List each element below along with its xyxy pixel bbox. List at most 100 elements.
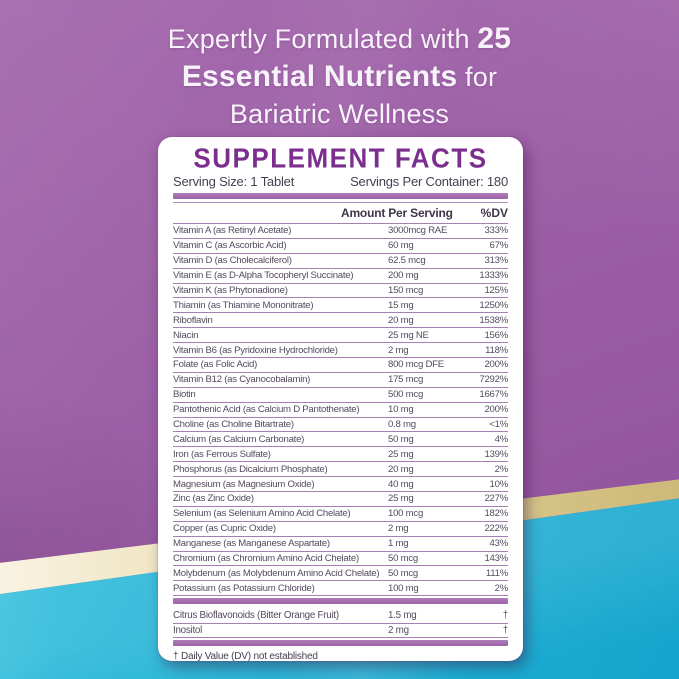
nutrient-name: Zinc (as Zinc Oxide) [173, 493, 254, 505]
nutrient-amount: 2 mg [388, 624, 409, 636]
nutrient-amount: 40 mg [388, 478, 414, 490]
nutrient-dv: 200% [484, 359, 508, 371]
nutrient-amount: 50 mcg [388, 553, 418, 565]
headline-line-3: Bariatric Wellness [229, 99, 450, 129]
table-row: Vitamin D (as Cholecalciferol) 62.5 mcg … [173, 254, 508, 269]
nutrient-dv: 4% [494, 433, 509, 445]
nutrient-name: Biotin [173, 389, 196, 401]
nutrient-dv: 118% [485, 344, 508, 356]
nutrient-name: Inositol [173, 624, 203, 636]
nutrient-amount: 25 mg [388, 493, 414, 505]
headline-line2-regular: for [457, 62, 498, 92]
nutrient-amount: 500 mcg [388, 389, 424, 401]
nutrient-name: Niacin [173, 329, 199, 341]
nutrient-amount: 200 mg [388, 270, 419, 282]
serving-info-row: Serving Size: 1 Tablet Servings Per Cont… [173, 174, 508, 189]
nutrient-name: Vitamin A (as Retinyl Acetate) [173, 225, 292, 237]
table-row: Chromium (as Chromium Amino Acid Chelate… [173, 552, 508, 567]
table-row: Pantothenic Acid (as Calcium D Pantothen… [173, 403, 508, 418]
table-row: Vitamin A (as Retinyl Acetate) 3000mcg R… [173, 224, 508, 239]
nutrient-dv: 125% [484, 285, 508, 296]
table-row: Zinc (as Zinc Oxide) 25 mg 227% [173, 492, 508, 507]
nutrient-amount: 100 mg [388, 582, 419, 594]
nutrient-dv: 7292% [479, 374, 508, 386]
table-row: Copper (as Cupric Oxide) 2 mg 222% [173, 522, 508, 537]
headline-line2-bold: Essential Nutrients [181, 60, 458, 93]
nutrient-dv: 1333% [479, 270, 508, 282]
table-row: Inositol 2 mg † [173, 624, 508, 638]
nutrient-amount: 2 mg [388, 523, 409, 535]
daily-value-footnote: † Daily Value (DV) not established [173, 650, 318, 662]
nutrient-dv: 1250% [479, 299, 508, 311]
nutrient-amount: 50 mcg [388, 567, 418, 579]
nutrient-dv: 200% [484, 404, 508, 416]
nutrient-name: Calcium (as Calcium Carbonate) [173, 433, 305, 445]
column-header-row: Amount Per Serving %DV [173, 202, 508, 224]
nutrient-dv: 222% [484, 523, 508, 535]
column-header-dv: %DV [480, 206, 508, 220]
nutrient-name: Vitamin B12 (as Cyanocobalamin) [173, 374, 311, 386]
table-row: Thiamin (as Thiamine Mononitrate) 15 mg … [173, 298, 508, 314]
table-row: Niacin 25 mg NE 156% [173, 328, 508, 344]
nutrient-name: Potassium (as Potassium Chloride) [173, 582, 315, 594]
nutrient-name: Vitamin E (as D-Alpha Tocopheryl Succina… [173, 270, 354, 282]
table-row: Vitamin B6 (as Pyridoxine Hydrochloride)… [173, 343, 508, 359]
nutrient-dv: 313% [484, 255, 508, 267]
nutrient-name: Pantothenic Acid (as Calcium D Pantothen… [173, 404, 360, 416]
table-row: Folate (as Folic Acid) 800 mcg DFE 200% [173, 358, 508, 373]
nutrient-name: Citrus Bioflavonoids (Bitter Orange Frui… [173, 610, 339, 622]
nutrient-amount: 800 mcg DFE [388, 359, 444, 371]
serving-size: Serving Size: 1 Tablet [173, 174, 295, 189]
divider-bar-top [173, 193, 508, 199]
nutrient-dv: 1667% [479, 389, 508, 401]
nutrient-name: Iron (as Ferrous Sulfate) [173, 448, 271, 460]
nutrient-amount: 20 mg [388, 314, 414, 326]
column-header-amount: Amount Per Serving [341, 206, 453, 220]
table-row: Vitamin B12 (as Cyanocobalamin) 175 mcg … [173, 373, 508, 388]
nutrient-name: Selenium (as Selenium Amino Acid Chelate… [173, 508, 351, 520]
headline-line1-number: 25 [477, 22, 512, 55]
table-row: Magnesium (as Magnesium Oxide) 40 mg 10% [173, 477, 508, 493]
nutrient-name: Choline (as Choline Bitartrate) [173, 419, 294, 431]
nutrient-amount: 25 mg NE [388, 329, 429, 341]
nutrient-dv: <1% [489, 419, 508, 431]
divider-bar-middle [173, 598, 508, 605]
table-row: Citrus Bioflavonoids (Bitter Orange Frui… [173, 609, 508, 624]
headline-line-1: Expertly Formulated with 25 [0, 20, 679, 58]
table-row: Phosphorus (as Dicalcium Phosphate) 20 m… [173, 462, 509, 478]
nutrient-dv: 227% [484, 493, 508, 505]
nutrient-dv: 111% [485, 567, 508, 579]
table-row: Molybdenum (as Molybdenum Amino Acid Che… [173, 566, 508, 582]
nutrient-name: Thiamin (as Thiamine Mononitrate) [173, 299, 314, 311]
nutrient-amount: 15 mg [388, 299, 414, 311]
nutrient-name: Folate (as Folic Acid) [173, 359, 258, 371]
headline-line-2: Essential Nutrients for [0, 58, 679, 96]
nutrient-amount: 20 mg [388, 463, 414, 475]
nutrient-amount: 100 mcg [388, 508, 424, 520]
nutrient-dv: 2% [494, 463, 509, 475]
nutrient-dv: 333% [484, 225, 508, 237]
nutrient-name: Manganese (as Manganese Aspartate) [173, 538, 330, 550]
nutrient-amount: 175 mcg [388, 374, 424, 386]
nutrient-name: Vitamin B6 (as Pyridoxine Hydrochloride) [173, 344, 338, 356]
nutrient-dv: 182% [484, 508, 508, 520]
supplement-facts-panel: SUPPLEMENT FACTS Serving Size: 1 Tablet … [158, 137, 523, 662]
table-row: Biotin 500 mcg 1667% [173, 388, 508, 403]
headline: Expertly Formulated with 25 Essential Nu… [0, 20, 679, 133]
nutrient-name: Riboflavin [173, 314, 213, 326]
servings-per-container: Servings Per Container: 180 [350, 174, 508, 189]
nutrient-amount: 1 mg [388, 538, 409, 550]
nutrient-amount: 62.5 mcg [388, 255, 426, 267]
nutrient-name: Chromium (as Chromium Amino Acid Chelate… [173, 553, 359, 565]
nutrient-name: Copper (as Cupric Oxide) [173, 523, 276, 535]
nutrient-dv: † [502, 610, 508, 622]
nutrient-name: Vitamin D (as Cholecalciferol) [173, 255, 292, 267]
divider-bar-bottom [173, 639, 508, 646]
nutrient-amount: 10 mg [388, 404, 414, 416]
nutrient-dv: 2% [494, 582, 509, 594]
nutrient-amount: 50 mg [388, 433, 414, 445]
nutrient-name: Vitamin C (as Ascorbic Acid) [173, 240, 287, 252]
nutrient-amount: 1.5 mg [388, 610, 417, 622]
table-row: Riboflavin 20 mg 1538% [173, 313, 508, 329]
nutrient-dv: 67% [489, 240, 509, 252]
